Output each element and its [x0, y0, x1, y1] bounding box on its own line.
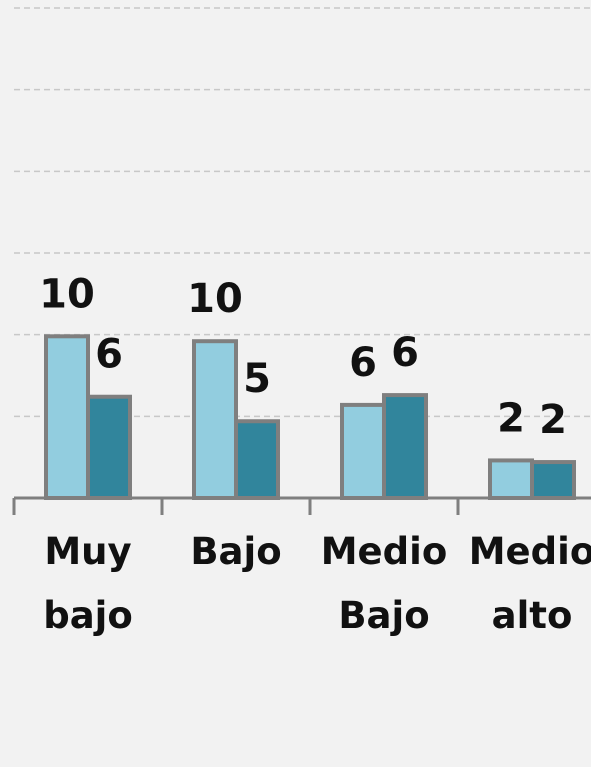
- bar: [192, 339, 238, 501]
- bar: [44, 334, 90, 500]
- bar: [234, 419, 280, 501]
- bar: [382, 393, 428, 501]
- bar: [86, 394, 132, 501]
- x-tick-label: Medio alto: [469, 530, 591, 637]
- data-label: 2: [497, 395, 525, 441]
- x-tick-label: Bajo: [190, 530, 281, 573]
- data-label: 6: [95, 332, 123, 378]
- data-label: 10: [187, 276, 243, 322]
- data-label: 10: [39, 271, 95, 317]
- bar: [488, 458, 534, 500]
- data-label: 6: [349, 340, 377, 386]
- bar: [530, 460, 576, 501]
- x-tick-label: Medio Bajo: [321, 530, 448, 637]
- x-tick-label: Muy bajo: [43, 530, 133, 637]
- data-label: 6: [391, 330, 419, 376]
- bar: [340, 402, 386, 500]
- data-label: 5: [243, 356, 271, 402]
- data-label: 2: [539, 397, 567, 443]
